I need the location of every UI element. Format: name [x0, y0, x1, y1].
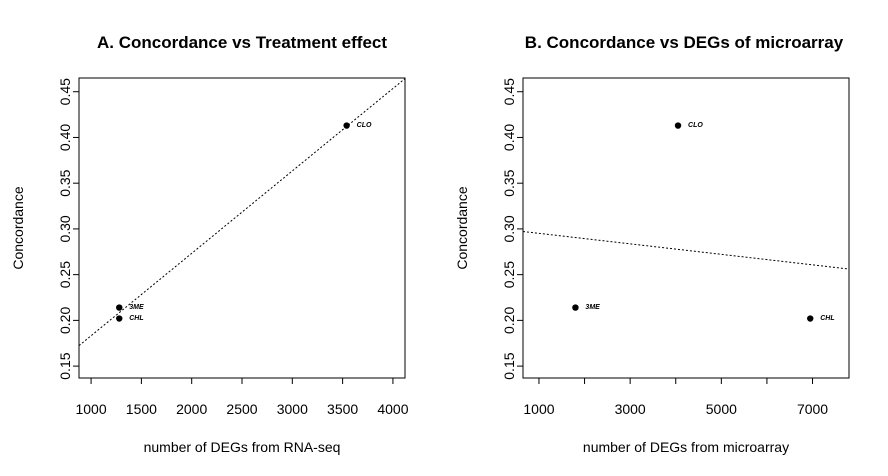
chart-title: B. Concordance vs DEGs of microarray: [525, 33, 844, 52]
chart-panel-a: A. Concordance vs Treatment effect 1000 15…: [10, 33, 409, 455]
y-tick-label: 0.30: [501, 215, 517, 242]
y-tick-label: 0.20: [57, 307, 73, 334]
data-point-chl: [807, 315, 814, 322]
point-label-clo: CLO: [357, 122, 372, 129]
point-label-clo: CLO: [688, 122, 703, 129]
x-tick-label: 3000: [615, 401, 646, 417]
plot-frame: [522, 77, 850, 379]
x-tick-label: 1500: [126, 401, 157, 417]
x-tick-label: 3000: [277, 401, 308, 417]
y-axis-label: Concordance: [454, 186, 470, 269]
y-tick-label: 0.15: [501, 352, 517, 379]
data-point-clo: [674, 122, 682, 129]
point-label-chl: CHL: [820, 315, 834, 322]
y-tick-label: 0.30: [57, 215, 73, 242]
point-label-3me: 3ME: [129, 304, 144, 311]
y-tick-label: 0.25: [57, 261, 73, 288]
y-axis-label: Concordance: [10, 186, 26, 269]
y-tick-label: 0.40: [501, 124, 517, 151]
y-tick-label: 0.15: [57, 352, 73, 379]
x-tick-label: 1000: [523, 401, 554, 417]
x-axis-label: number of DEGs from RNA-seq: [144, 439, 341, 455]
data-point-3me: [116, 304, 123, 311]
chart-panel-b: B. Concordance vs DEGs of microarray 1000…: [454, 33, 850, 455]
fit-line: [79, 78, 405, 347]
data-point-3me: [572, 304, 579, 311]
x-tick-label: 3500: [327, 401, 358, 417]
x-axis-label: number of DEGs from microarray: [583, 439, 789, 455]
y-tick-label: 0.20: [501, 307, 517, 334]
chart-title: A. Concordance vs Treatment effect: [97, 33, 387, 52]
x-tick-label: 4000: [377, 401, 408, 417]
point-label-3me: 3ME: [585, 304, 600, 311]
point-label-chl: CHL: [129, 315, 143, 322]
x-tick-label: 1000: [75, 401, 106, 417]
y-tick-label: 0.45: [57, 78, 73, 105]
data-point-chl: [116, 315, 123, 322]
x-tick-label: 2500: [226, 401, 257, 417]
y-tick-label: 0.35: [57, 169, 73, 196]
data-point-clo: [343, 122, 350, 129]
x-tick-label: 2000: [176, 401, 207, 417]
x-tick-label: 5000: [706, 401, 737, 417]
y-tick-label: 0.45: [501, 78, 517, 105]
fit-line: [523, 231, 849, 270]
y-tick-label: 0.40: [57, 124, 73, 151]
y-tick-label: 0.35: [501, 169, 517, 196]
y-tick-label: 0.25: [501, 261, 517, 288]
x-tick-label: 7000: [797, 401, 828, 417]
